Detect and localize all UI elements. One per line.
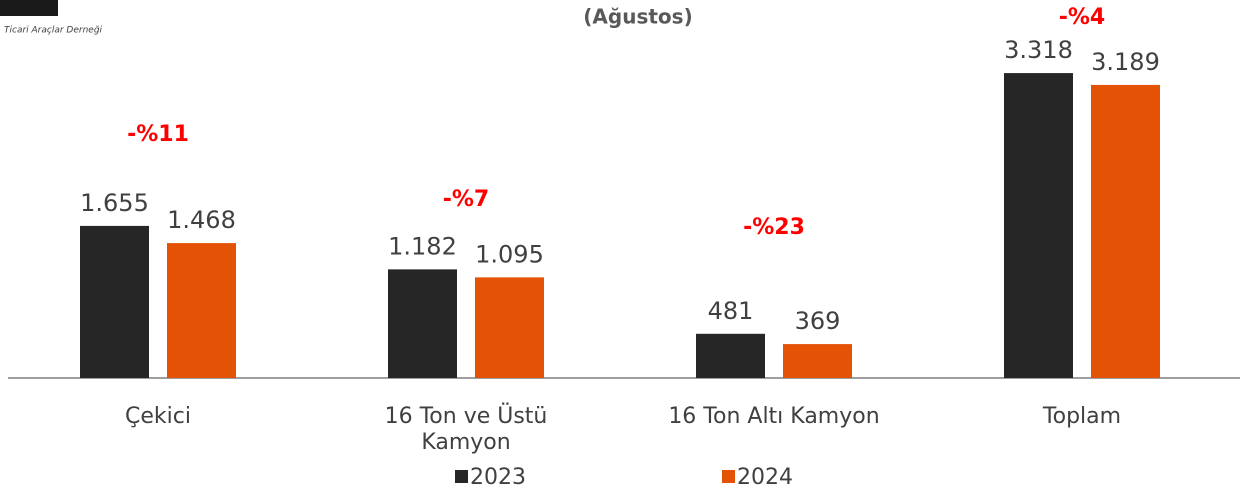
bar [475,277,544,378]
value-label: 1.468 [167,206,236,234]
logo-subtitle: Ticari Araçlar Derneği [4,26,103,36]
annotation: -%7 [443,187,489,212]
bar [696,333,765,378]
legend-label: 2023 [470,465,526,490]
x-tick-label: 16 Ton Altı Kamyon [668,404,880,429]
bar [1091,84,1160,378]
value-label: 1.095 [475,240,544,268]
value-label: 1.182 [388,232,457,260]
logo-mark [0,0,58,16]
x-tick-label: Çekici [125,404,191,429]
chart-title: (Ağustos) [583,5,692,29]
bar [783,344,852,378]
bar [167,243,236,378]
bar [388,269,457,378]
annotation: -%23 [743,215,805,240]
bar [1004,73,1073,378]
x-tick-label: Toplam [1042,404,1122,429]
value-label: 369 [795,307,841,335]
value-label: 3.318 [1004,36,1073,64]
value-label: 3.189 [1091,48,1160,76]
value-label: 481 [708,297,754,325]
annotation: -%11 [127,122,189,147]
bar [80,225,149,378]
legend-swatch [722,470,735,483]
legend-label: 2024 [737,465,793,490]
annotation: -%4 [1059,5,1105,30]
x-tick-label: 16 Ton ve Üstü Kamyon [384,404,548,455]
value-label: 1.655 [80,189,149,217]
legend-swatch [455,470,468,483]
